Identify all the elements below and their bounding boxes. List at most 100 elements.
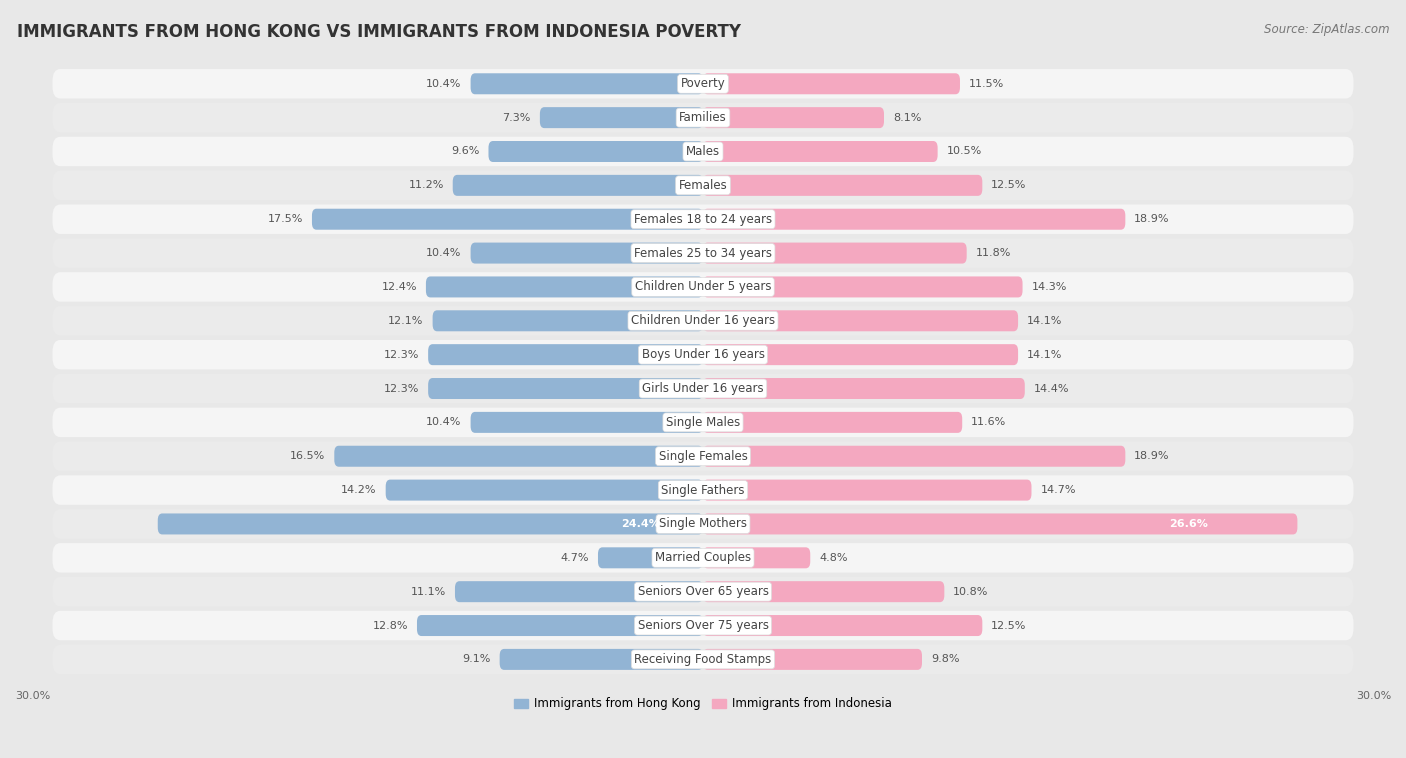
- Text: 14.2%: 14.2%: [342, 485, 377, 495]
- Text: 14.1%: 14.1%: [1026, 349, 1063, 359]
- FancyBboxPatch shape: [703, 243, 967, 264]
- Text: Boys Under 16 years: Boys Under 16 years: [641, 348, 765, 361]
- Text: 12.8%: 12.8%: [373, 621, 408, 631]
- Text: 4.7%: 4.7%: [561, 553, 589, 562]
- FancyBboxPatch shape: [488, 141, 703, 162]
- Text: 24.4%: 24.4%: [621, 519, 659, 529]
- FancyBboxPatch shape: [703, 513, 1298, 534]
- FancyBboxPatch shape: [335, 446, 703, 467]
- Text: Seniors Over 65 years: Seniors Over 65 years: [637, 585, 769, 598]
- Text: 8.1%: 8.1%: [893, 113, 921, 123]
- Text: Females 25 to 34 years: Females 25 to 34 years: [634, 246, 772, 259]
- FancyBboxPatch shape: [471, 412, 703, 433]
- Text: Females 18 to 24 years: Females 18 to 24 years: [634, 213, 772, 226]
- FancyBboxPatch shape: [703, 277, 1022, 297]
- FancyBboxPatch shape: [52, 272, 1354, 302]
- Text: Source: ZipAtlas.com: Source: ZipAtlas.com: [1264, 23, 1389, 36]
- FancyBboxPatch shape: [456, 581, 703, 602]
- FancyBboxPatch shape: [52, 103, 1354, 133]
- Text: Single Mothers: Single Mothers: [659, 518, 747, 531]
- Text: 17.5%: 17.5%: [267, 215, 304, 224]
- FancyBboxPatch shape: [703, 141, 938, 162]
- FancyBboxPatch shape: [703, 547, 810, 568]
- Text: 11.5%: 11.5%: [969, 79, 1004, 89]
- Text: Single Males: Single Males: [666, 416, 740, 429]
- FancyBboxPatch shape: [453, 175, 703, 196]
- FancyBboxPatch shape: [471, 74, 703, 94]
- Text: 12.5%: 12.5%: [991, 621, 1026, 631]
- Text: 12.1%: 12.1%: [388, 316, 423, 326]
- FancyBboxPatch shape: [52, 509, 1354, 539]
- Text: 18.9%: 18.9%: [1135, 215, 1170, 224]
- FancyBboxPatch shape: [703, 107, 884, 128]
- Text: 10.8%: 10.8%: [953, 587, 988, 597]
- FancyBboxPatch shape: [52, 408, 1354, 437]
- Text: 14.1%: 14.1%: [1026, 316, 1063, 326]
- Text: Poverty: Poverty: [681, 77, 725, 90]
- FancyBboxPatch shape: [52, 374, 1354, 403]
- FancyBboxPatch shape: [52, 441, 1354, 471]
- FancyBboxPatch shape: [52, 644, 1354, 674]
- FancyBboxPatch shape: [52, 306, 1354, 336]
- Text: Children Under 16 years: Children Under 16 years: [631, 315, 775, 327]
- Text: Families: Families: [679, 111, 727, 124]
- FancyBboxPatch shape: [433, 310, 703, 331]
- FancyBboxPatch shape: [157, 513, 703, 534]
- Text: 12.4%: 12.4%: [381, 282, 418, 292]
- Text: 12.5%: 12.5%: [991, 180, 1026, 190]
- FancyBboxPatch shape: [703, 615, 983, 636]
- Text: 10.4%: 10.4%: [426, 248, 461, 258]
- Text: 16.5%: 16.5%: [290, 451, 325, 461]
- FancyBboxPatch shape: [598, 547, 703, 568]
- FancyBboxPatch shape: [703, 480, 1032, 500]
- Text: 14.7%: 14.7%: [1040, 485, 1076, 495]
- FancyBboxPatch shape: [703, 412, 962, 433]
- Text: Girls Under 16 years: Girls Under 16 years: [643, 382, 763, 395]
- FancyBboxPatch shape: [52, 475, 1354, 505]
- Text: 4.8%: 4.8%: [820, 553, 848, 562]
- FancyBboxPatch shape: [52, 577, 1354, 606]
- FancyBboxPatch shape: [52, 238, 1354, 268]
- Text: Females: Females: [679, 179, 727, 192]
- FancyBboxPatch shape: [703, 649, 922, 670]
- Text: 11.8%: 11.8%: [976, 248, 1011, 258]
- Text: Single Fathers: Single Fathers: [661, 484, 745, 496]
- FancyBboxPatch shape: [703, 581, 945, 602]
- FancyBboxPatch shape: [312, 208, 703, 230]
- Text: 12.3%: 12.3%: [384, 349, 419, 359]
- Text: Children Under 5 years: Children Under 5 years: [634, 280, 772, 293]
- Text: 10.4%: 10.4%: [426, 418, 461, 428]
- Text: 18.9%: 18.9%: [1135, 451, 1170, 461]
- Text: 11.1%: 11.1%: [411, 587, 446, 597]
- FancyBboxPatch shape: [703, 344, 1018, 365]
- Text: Males: Males: [686, 145, 720, 158]
- FancyBboxPatch shape: [703, 378, 1025, 399]
- Text: 14.4%: 14.4%: [1033, 384, 1069, 393]
- FancyBboxPatch shape: [703, 175, 983, 196]
- FancyBboxPatch shape: [52, 69, 1354, 99]
- FancyBboxPatch shape: [703, 446, 1125, 467]
- FancyBboxPatch shape: [426, 277, 703, 297]
- Text: 10.4%: 10.4%: [426, 79, 461, 89]
- Text: 12.3%: 12.3%: [384, 384, 419, 393]
- FancyBboxPatch shape: [703, 208, 1125, 230]
- FancyBboxPatch shape: [540, 107, 703, 128]
- Legend: Immigrants from Hong Kong, Immigrants from Indonesia: Immigrants from Hong Kong, Immigrants fr…: [509, 693, 897, 716]
- FancyBboxPatch shape: [499, 649, 703, 670]
- Text: 7.3%: 7.3%: [502, 113, 531, 123]
- FancyBboxPatch shape: [703, 74, 960, 94]
- FancyBboxPatch shape: [703, 310, 1018, 331]
- Text: 9.6%: 9.6%: [451, 146, 479, 156]
- FancyBboxPatch shape: [52, 611, 1354, 641]
- Text: 9.1%: 9.1%: [463, 654, 491, 665]
- Text: 9.8%: 9.8%: [931, 654, 959, 665]
- Text: IMMIGRANTS FROM HONG KONG VS IMMIGRANTS FROM INDONESIA POVERTY: IMMIGRANTS FROM HONG KONG VS IMMIGRANTS …: [17, 23, 741, 41]
- FancyBboxPatch shape: [52, 543, 1354, 572]
- Text: 10.5%: 10.5%: [946, 146, 981, 156]
- FancyBboxPatch shape: [429, 344, 703, 365]
- Text: 26.6%: 26.6%: [1170, 519, 1208, 529]
- Text: Single Females: Single Females: [658, 449, 748, 462]
- FancyBboxPatch shape: [471, 243, 703, 264]
- FancyBboxPatch shape: [429, 378, 703, 399]
- Text: 11.6%: 11.6%: [972, 418, 1007, 428]
